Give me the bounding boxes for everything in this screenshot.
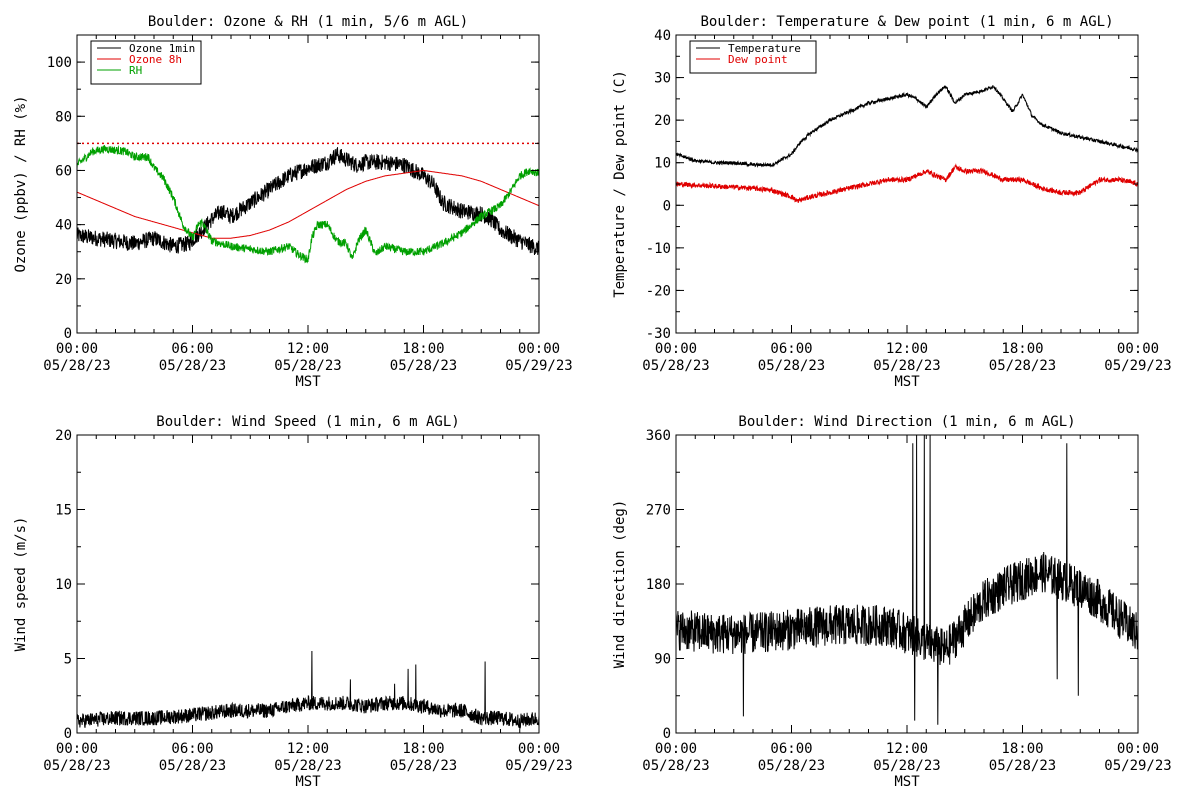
x-tick-date: 05/29/23: [505, 358, 572, 374]
chart-ozone-rh: Boulder: Ozone & RH (1 min, 5/6 m AGL) 0 2…: [13, 14, 573, 390]
y-tick-label: 20: [654, 113, 671, 129]
x-axis-label: MST: [295, 774, 321, 790]
y-axis-label: Wind speed (m/s): [13, 517, 29, 652]
x-tick-time: 12:00: [886, 741, 928, 757]
legend-entry: Dew point: [728, 53, 788, 66]
legend-box: [689, 40, 817, 74]
x-tick-date: 05/28/23: [989, 758, 1056, 774]
x-tick-time: 00:00: [655, 341, 697, 357]
y-tick-label: 100: [47, 55, 72, 71]
series-line-1: [77, 170, 539, 239]
x-tick-date: 05/29/23: [1104, 358, 1171, 374]
chart-title: Boulder: Ozone & RH (1 min, 5/6 m AGL): [148, 14, 468, 30]
y-tick-label: 30: [654, 71, 671, 87]
series-line-0: [77, 147, 539, 256]
x-tick-date: 05/29/23: [505, 758, 572, 774]
x-tick-date: 05/28/23: [642, 758, 709, 774]
x-tick-time: 18:00: [1001, 341, 1043, 357]
series-line-0: [676, 435, 1138, 725]
x-tick-time: 06:00: [171, 341, 213, 357]
y-tick-label: 90: [654, 652, 671, 668]
chart-title: Boulder: Temperature & Dew point (1 min,…: [700, 14, 1113, 30]
x-tick-date: 05/28/23: [274, 358, 341, 374]
y-tick-label: -30: [646, 326, 671, 342]
y-axis-label: Temperature / Dew point (C): [612, 70, 628, 298]
chart-wind-speed: Boulder: Wind Speed (1 min, 6 m AGL) 0 5 10…: [13, 414, 573, 790]
chart-title: Boulder: Wind Speed (1 min, 6 m AGL): [156, 414, 459, 430]
x-tick-date: 05/28/23: [390, 758, 457, 774]
chart-wind-dir: Boulder: Wind Direction (1 min, 6 m AGL)…: [612, 414, 1172, 790]
plot-frame: [675, 434, 1139, 734]
x-tick-time: 00:00: [56, 341, 98, 357]
y-tick-label: -10: [646, 241, 671, 257]
y-tick-label: 0: [663, 726, 671, 742]
chart-temp-dew: Boulder: Temperature & Dew point (1 min,…: [612, 14, 1172, 390]
x-tick-time: 00:00: [655, 741, 697, 757]
plot-frame: [675, 34, 1139, 334]
x-tick-date: 05/28/23: [758, 358, 825, 374]
x-tick-date: 05/28/23: [758, 758, 825, 774]
x-tick-time: 00:00: [518, 741, 560, 757]
x-axis-label: MST: [295, 374, 321, 390]
series-line-0: [77, 650, 539, 729]
plot-frame: [76, 434, 540, 734]
y-tick-label: 40: [55, 218, 72, 234]
y-tick-label: 10: [55, 577, 72, 593]
x-tick-time: 12:00: [287, 341, 329, 357]
y-tick-label: -20: [646, 283, 671, 299]
x-tick-date: 05/28/23: [159, 758, 226, 774]
y-tick-label: 0: [64, 326, 72, 342]
x-tick-time: 18:00: [402, 341, 444, 357]
y-tick-label: 0: [64, 726, 72, 742]
x-tick-time: 12:00: [886, 341, 928, 357]
x-tick-date: 05/29/23: [1104, 758, 1171, 774]
y-tick-label: 360: [646, 428, 671, 444]
x-tick-time: 00:00: [56, 741, 98, 757]
x-tick-time: 00:00: [1117, 741, 1159, 757]
x-tick-time: 06:00: [770, 341, 812, 357]
legend-entry: Ozone 8h: [129, 53, 182, 66]
y-tick-label: 80: [55, 109, 72, 125]
x-tick-date: 05/28/23: [274, 758, 341, 774]
series-line-0: [676, 85, 1138, 169]
y-tick-label: 20: [55, 272, 72, 288]
chart-title: Boulder: Wind Direction (1 min, 6 m AGL): [738, 414, 1075, 430]
x-tick-date: 05/28/23: [390, 358, 457, 374]
x-axis-label: MST: [894, 774, 920, 790]
x-tick-time: 18:00: [402, 741, 444, 757]
series-line-2: [77, 144, 539, 264]
y-tick-label: 40: [654, 28, 671, 44]
x-tick-time: 00:00: [518, 341, 560, 357]
x-tick-date: 05/28/23: [159, 358, 226, 374]
y-tick-label: 180: [646, 577, 671, 593]
legend-entry: Temperature: [728, 42, 801, 55]
y-tick-label: 5: [64, 652, 72, 668]
x-tick-date: 05/28/23: [873, 758, 940, 774]
x-tick-time: 12:00: [287, 741, 329, 757]
series-line-1: [676, 163, 1138, 204]
y-tick-label: 15: [55, 503, 72, 519]
x-tick-date: 05/28/23: [873, 358, 940, 374]
y-tick-label: 10: [654, 156, 671, 172]
x-tick-date: 05/28/23: [43, 758, 110, 774]
y-axis-label: Wind direction (deg): [612, 500, 628, 669]
x-axis-label: MST: [894, 374, 920, 390]
x-tick-time: 06:00: [171, 741, 213, 757]
x-tick-time: 18:00: [1001, 741, 1043, 757]
legend-entry: RH: [129, 64, 142, 77]
x-tick-time: 06:00: [770, 741, 812, 757]
x-tick-date: 05/28/23: [642, 358, 709, 374]
y-tick-label: 270: [646, 503, 671, 519]
y-tick-label: 0: [663, 198, 671, 214]
y-tick-label: 60: [55, 163, 72, 179]
x-tick-date: 05/28/23: [43, 358, 110, 374]
y-tick-label: 20: [55, 428, 72, 444]
y-axis-label: Ozone (ppbv) / RH (%): [13, 95, 29, 272]
x-tick-time: 00:00: [1117, 341, 1159, 357]
x-tick-date: 05/28/23: [989, 358, 1056, 374]
legend-entry: Ozone 1min: [129, 42, 195, 55]
